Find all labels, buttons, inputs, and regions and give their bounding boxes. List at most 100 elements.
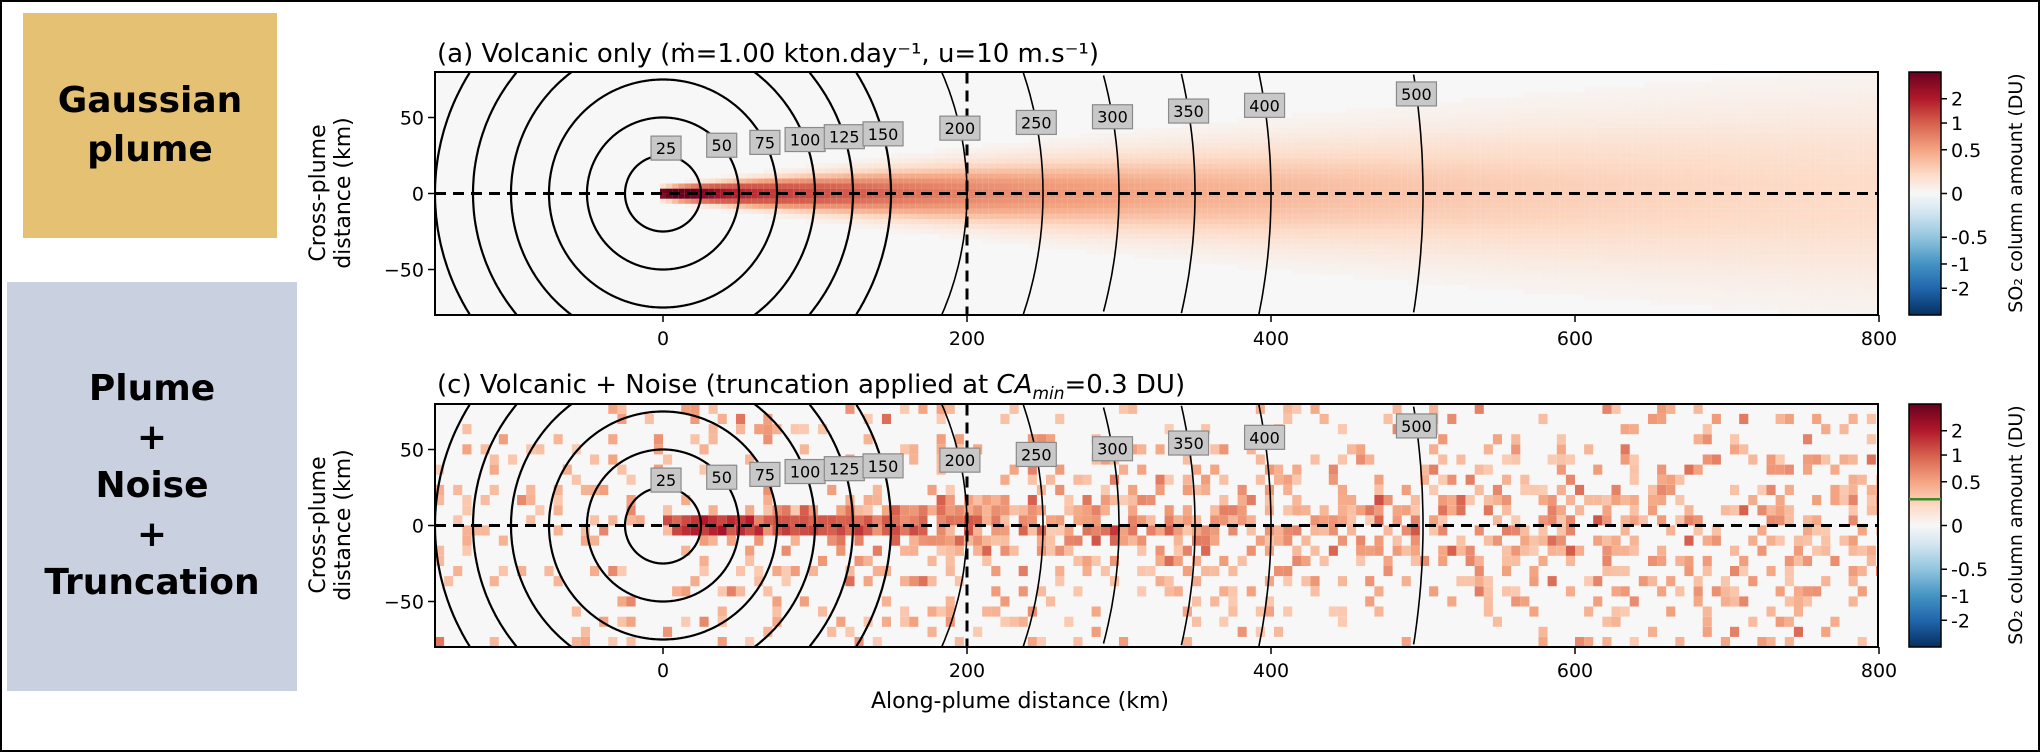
heatmap-cell: [1717, 249, 1724, 255]
heatmap-cell: [690, 198, 697, 204]
heatmap-cell: [1736, 163, 1743, 169]
heatmap-cell: [1687, 153, 1694, 159]
heatmap-cell: [891, 183, 898, 189]
heatmap-cell: [945, 198, 952, 204]
heatmap-cell: [1158, 224, 1165, 230]
heatmap-cell: [1675, 218, 1682, 224]
heatmap-cell: [1164, 132, 1171, 138]
heatmap-cell: [1146, 198, 1153, 204]
heatmap-cell: [891, 173, 898, 179]
heatmap-cell: [1036, 213, 1043, 219]
heatmap-cell: [1565, 92, 1572, 98]
heatmap-cell: [1122, 132, 1129, 138]
heatmap-cell: [1401, 234, 1408, 240]
heatmap-cell: [1371, 137, 1378, 143]
heatmap-cell: [1255, 158, 1262, 164]
heatmap-cell: [1529, 137, 1536, 143]
heatmap-cell: [982, 198, 989, 204]
heatmap-cell: [1559, 218, 1566, 224]
heatmap-cell: [878, 183, 885, 189]
heatmap-cell: [1359, 218, 1366, 224]
heatmap-cell: [1754, 97, 1761, 103]
heatmap-cell: [1085, 178, 1092, 184]
heatmap-cell: [1657, 158, 1664, 164]
heatmap-cell: [1486, 112, 1493, 118]
heatmap-cell: [1523, 218, 1530, 224]
heatmap-cell: [1651, 224, 1658, 230]
heatmap-cell: [1529, 279, 1536, 285]
heatmap-cell: [1432, 117, 1439, 123]
heatmap-cell: [1274, 188, 1281, 194]
heatmap-cell: [1298, 163, 1305, 169]
heatmap-cell: [970, 224, 977, 230]
heatmap-cell: [1085, 218, 1092, 224]
heatmap-cell: [1742, 203, 1749, 209]
heatmap-cell: [745, 208, 752, 214]
heatmap-cell: [1541, 274, 1548, 280]
heatmap-cell: [1584, 112, 1591, 118]
heatmap-cell: [1705, 82, 1712, 88]
heatmap-cell: [1626, 203, 1633, 209]
heatmap-cell: [1328, 239, 1335, 245]
heatmap-cell: [1207, 254, 1214, 260]
heatmap-cell: [1176, 183, 1183, 189]
heatmap-cell: [1255, 117, 1262, 123]
heatmap-cell: [891, 203, 898, 209]
heatmap-cell: [1347, 218, 1354, 224]
heatmap-cell: [1724, 193, 1731, 199]
heatmap-cell: [1201, 188, 1208, 194]
heatmap-cell: [1474, 198, 1481, 204]
heatmap-cell: [1097, 168, 1104, 174]
heatmap-cell: [1766, 148, 1773, 154]
heatmap-cell: [1480, 249, 1487, 255]
heatmap-cell: [1736, 249, 1743, 255]
heatmap-cell: [1261, 143, 1268, 149]
heatmap-cell: [970, 158, 977, 164]
heatmap-cell: [1274, 122, 1281, 128]
heatmap-cell: [1152, 168, 1159, 174]
heatmap-cell: [1371, 132, 1378, 138]
heatmap-cell: [1608, 188, 1615, 194]
heatmap-cell: [1693, 127, 1700, 133]
heatmap-cell: [909, 224, 916, 230]
heatmap-cell: [872, 193, 879, 199]
heatmap-cell: [1298, 213, 1305, 219]
heatmap-cell: [1420, 259, 1427, 265]
heatmap-cell: [1717, 305, 1724, 311]
heatmap-cell: [1195, 173, 1202, 179]
heatmap-cell: [1413, 254, 1420, 260]
heatmap-cell: [1085, 239, 1092, 245]
heatmap-cell: [1565, 289, 1572, 295]
heatmap-cell: [1152, 239, 1159, 245]
heatmap-cell: [1693, 107, 1700, 113]
heatmap-cell: [1517, 244, 1524, 250]
heatmap-cell: [1547, 148, 1554, 154]
heatmap-cell: [1499, 158, 1506, 164]
heatmap-cell: [1085, 224, 1092, 230]
heatmap-cell: [1468, 143, 1475, 149]
heatmap-cell: [1450, 112, 1457, 118]
heatmap-cell: [1596, 97, 1603, 103]
heatmap-cell: [1541, 269, 1548, 275]
heatmap-cell: [1736, 208, 1743, 214]
heatmap-cell: [1122, 218, 1129, 224]
heatmap-cell: [1760, 117, 1767, 123]
heatmap-cell: [1195, 137, 1202, 143]
heatmap-cell: [1711, 112, 1718, 118]
heatmap-cell: [1268, 249, 1275, 255]
heatmap-cell: [1736, 112, 1743, 118]
heatmap-cell: [1292, 254, 1299, 260]
heatmap-cell: [1736, 229, 1743, 235]
heatmap-cell: [1730, 143, 1737, 149]
heatmap-cell: [1565, 218, 1572, 224]
heatmap-cell: [1085, 229, 1092, 235]
heatmap-cell: [1565, 183, 1572, 189]
heatmap-cell: [1760, 137, 1767, 143]
heatmap-cell: [1632, 178, 1639, 184]
heatmap-cell: [1596, 102, 1603, 108]
heatmap-cell: [1766, 178, 1773, 184]
heatmap-cell: [1523, 153, 1530, 159]
heatmap-cell: [1024, 239, 1031, 245]
heatmap-cell: [805, 183, 812, 189]
heatmap-cell: [1140, 143, 1147, 149]
